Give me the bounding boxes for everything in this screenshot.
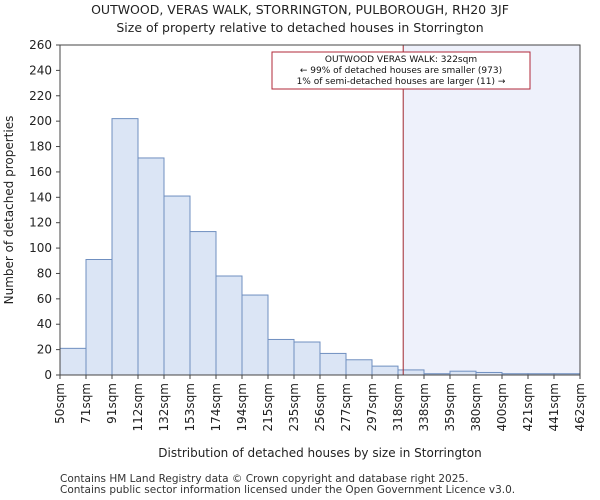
histogram-bar xyxy=(215,275,243,376)
x-tick-label: 112sqm xyxy=(131,383,145,431)
callout-line: 1% of semi-detached houses are larger (1… xyxy=(297,77,506,87)
histogram-bar xyxy=(111,118,139,376)
y-tick-label: 140 xyxy=(29,190,52,204)
x-tick-label: 318sqm xyxy=(391,383,405,431)
y-tick-label: 260 xyxy=(29,38,52,52)
histogram-bar xyxy=(59,347,87,376)
y-axis-label: Number of detached properties xyxy=(2,116,16,305)
y-tick-label: 240 xyxy=(29,63,52,77)
histogram-bar xyxy=(397,369,425,376)
y-tick-label: 80 xyxy=(37,266,52,280)
histogram-bar xyxy=(293,341,321,376)
y-tick-label: 20 xyxy=(37,343,52,357)
x-tick-label: 359sqm xyxy=(443,383,457,431)
x-tick-label: 441sqm xyxy=(547,383,561,431)
highlight-region xyxy=(403,45,580,375)
callout-line: OUTWOOD VERAS WALK: 322sqm xyxy=(325,55,477,65)
x-tick-label: 153sqm xyxy=(183,383,197,431)
callout-line: ← 99% of detached houses are smaller (97… xyxy=(300,66,502,76)
y-tick-label: 100 xyxy=(29,241,52,255)
x-tick-label: 50sqm xyxy=(53,383,67,424)
histogram-bar xyxy=(449,370,477,376)
x-tick-label: 421sqm xyxy=(521,383,535,431)
histogram-bar xyxy=(319,352,347,376)
y-tick-label: 60 xyxy=(37,292,52,306)
footer-line-1: Contains HM Land Registry data © Crown c… xyxy=(60,473,469,485)
y-tick-label: 40 xyxy=(37,317,52,331)
y-tick-label: 160 xyxy=(29,165,52,179)
histogram-bar xyxy=(345,359,373,376)
histogram-bar xyxy=(267,338,295,376)
chart-subtitle: Size of property relative to detached ho… xyxy=(116,20,484,35)
histogram-bar xyxy=(85,259,113,376)
histogram-bar xyxy=(189,231,217,376)
footer-line-2: Contains public sector information licen… xyxy=(60,484,516,496)
x-tick-label: 277sqm xyxy=(339,383,353,431)
x-tick-label: 235sqm xyxy=(287,383,301,431)
x-tick-label: 338sqm xyxy=(417,383,431,431)
histogram-bar xyxy=(163,195,191,376)
histogram-bar xyxy=(241,294,269,376)
y-tick-label: 220 xyxy=(29,89,52,103)
y-tick-label: 180 xyxy=(29,140,52,154)
y-tick-label: 0 xyxy=(44,368,52,382)
x-tick-label: 400sqm xyxy=(495,383,509,431)
y-tick-label: 120 xyxy=(29,216,52,230)
x-tick-label: 71sqm xyxy=(79,383,93,424)
histogram-bar xyxy=(371,365,399,376)
histogram-svg: 0 20 40 60 80 100 120 140 160 180 200 220 240 260 50sq… xyxy=(2,38,587,460)
x-tick-label: 194sqm xyxy=(235,383,249,431)
x-tick-label: 174sqm xyxy=(209,383,223,431)
x-tick-label: 380sqm xyxy=(469,383,483,431)
callout-box xyxy=(271,51,531,90)
x-tick-label: 215sqm xyxy=(261,383,275,431)
x-tick-label: 132sqm xyxy=(157,383,171,431)
chart-title: OUTWOOD, VERAS WALK, STORRINGTON, PULBOR… xyxy=(91,2,509,17)
x-tick-label: 256sqm xyxy=(313,383,327,431)
histogram-bar xyxy=(137,157,165,376)
x-tick-label: 91sqm xyxy=(105,383,119,424)
x-axis-label: Distribution of detached houses by size … xyxy=(158,446,481,460)
x-tick-label: 462sqm xyxy=(573,383,587,431)
x-tick-label: 297sqm xyxy=(365,383,379,431)
y-tick-label: 200 xyxy=(29,114,52,128)
